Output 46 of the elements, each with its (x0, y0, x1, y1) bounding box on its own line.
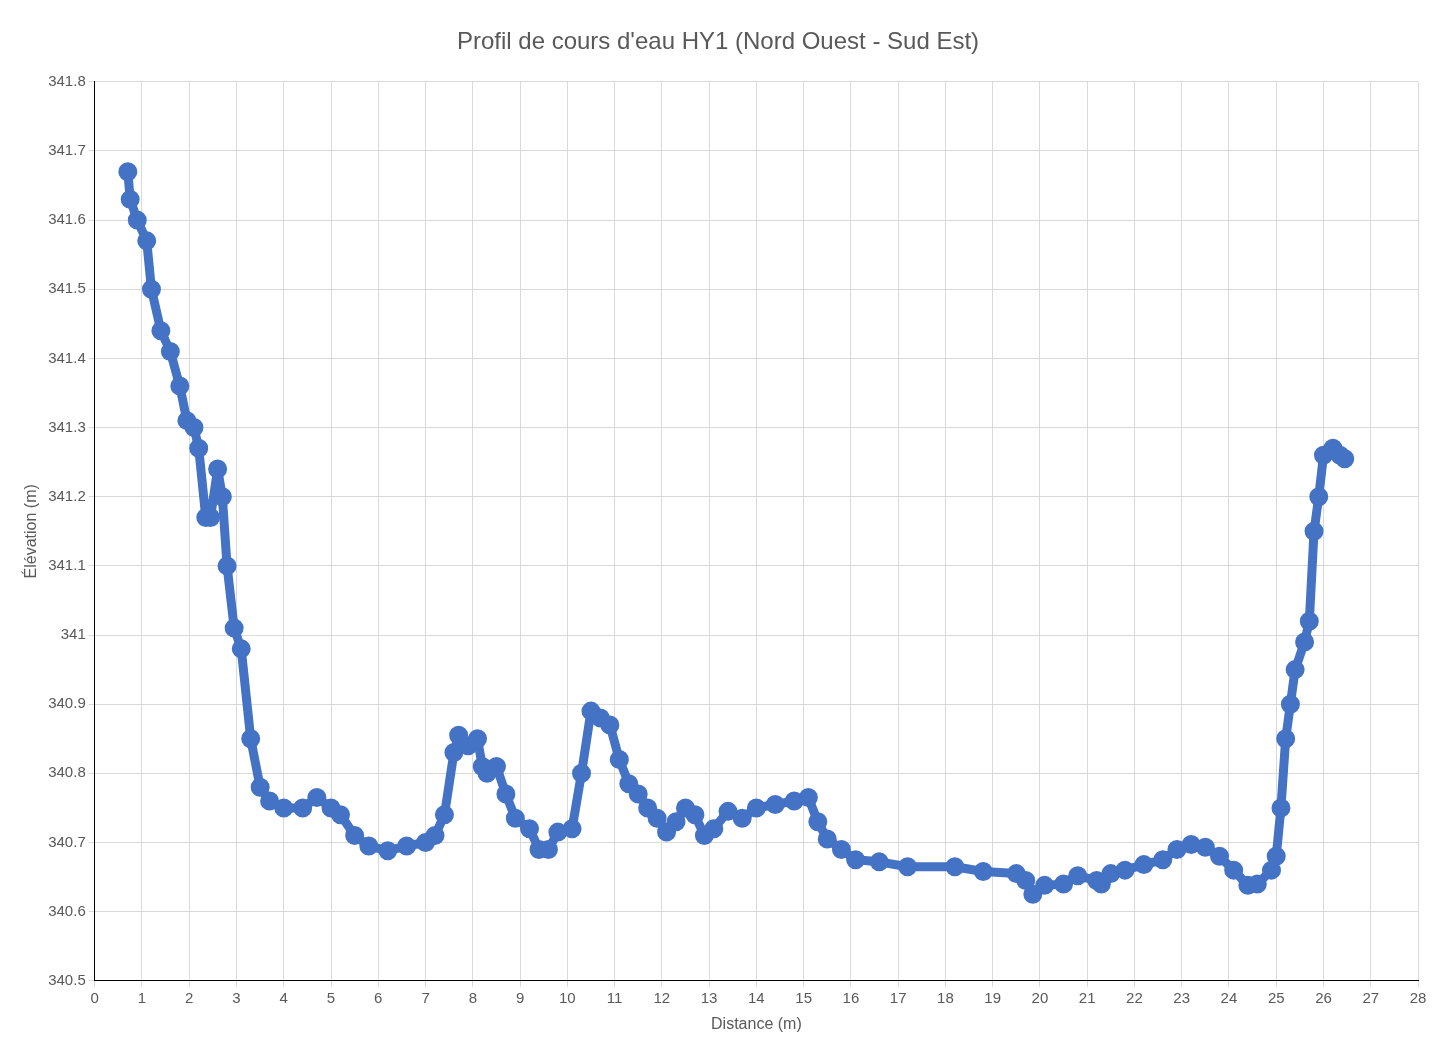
x-tick-label: 2 (185, 988, 194, 1006)
x-tick-label: 23 (1173, 988, 1191, 1006)
x-tick-label: 7 (421, 988, 430, 1006)
x-tick-label: 14 (748, 988, 765, 1006)
x-tick-label: 3 (232, 988, 241, 1006)
x-tick-label: 18 (937, 988, 954, 1006)
y-tick-label: 341.8 (48, 71, 86, 89)
x-tick-label: 22 (1126, 988, 1143, 1006)
x-tick-label: 1 (137, 988, 147, 1006)
x-tick-label: 11 (606, 988, 623, 1006)
x-tick-label: 15 (795, 988, 812, 1006)
x-tick-label: 28 (1409, 988, 1427, 1006)
y-tick-label: 340.6 (48, 901, 86, 919)
x-tick-label: 13 (700, 988, 718, 1006)
x-tick-label: 21 (1078, 988, 1096, 1006)
x-tick-label: 6 (374, 988, 383, 1006)
x-tick-label: 4 (279, 988, 288, 1006)
x-tick-label: 9 (515, 988, 525, 1006)
y-tick-label: 341.2 (48, 486, 86, 504)
x-tick-label: 17 (889, 988, 907, 1006)
y-tick-label: 341.7 (48, 141, 86, 159)
y-tick-label: 340.7 (48, 832, 86, 850)
x-tick-label: 24 (1220, 988, 1238, 1006)
x-tick-label: 19 (984, 988, 1002, 1006)
x-tick-label: 12 (653, 988, 671, 1006)
x-tick-label: 5 (326, 988, 336, 1006)
y-tick-label: 341.4 (48, 348, 86, 366)
y-tick-label: 341.3 (48, 417, 86, 435)
y-tick-label: 340.8 (48, 763, 86, 781)
chart-title: Profil de cours d'eau HY1 (Nord Ouest - Sud Est) (456, 27, 980, 55)
y-axis-title: Élévation (m) (21, 484, 40, 579)
x-tick-label: 25 (1267, 988, 1285, 1006)
y-tick-label: 341.5 (48, 279, 86, 297)
x-tick-label: 20 (1031, 988, 1049, 1006)
x-tick-label: 26 (1315, 988, 1332, 1006)
x-tick-label: 27 (1362, 988, 1380, 1006)
y-tick-label: 341.1 (48, 556, 86, 574)
x-tick-label: 0 (90, 988, 99, 1006)
y-tick-label: 340.5 (48, 970, 86, 988)
x-tick-label: 10 (558, 988, 576, 1006)
x-tick-label: 16 (842, 988, 860, 1006)
y-tick-label: 340.9 (48, 694, 86, 712)
y-tick-label: 341.6 (48, 210, 86, 228)
y-tick-label: 341 (60, 625, 86, 643)
x-tick-label: 8 (468, 988, 477, 1006)
x-axis-title: Distance (m) (711, 1014, 802, 1032)
